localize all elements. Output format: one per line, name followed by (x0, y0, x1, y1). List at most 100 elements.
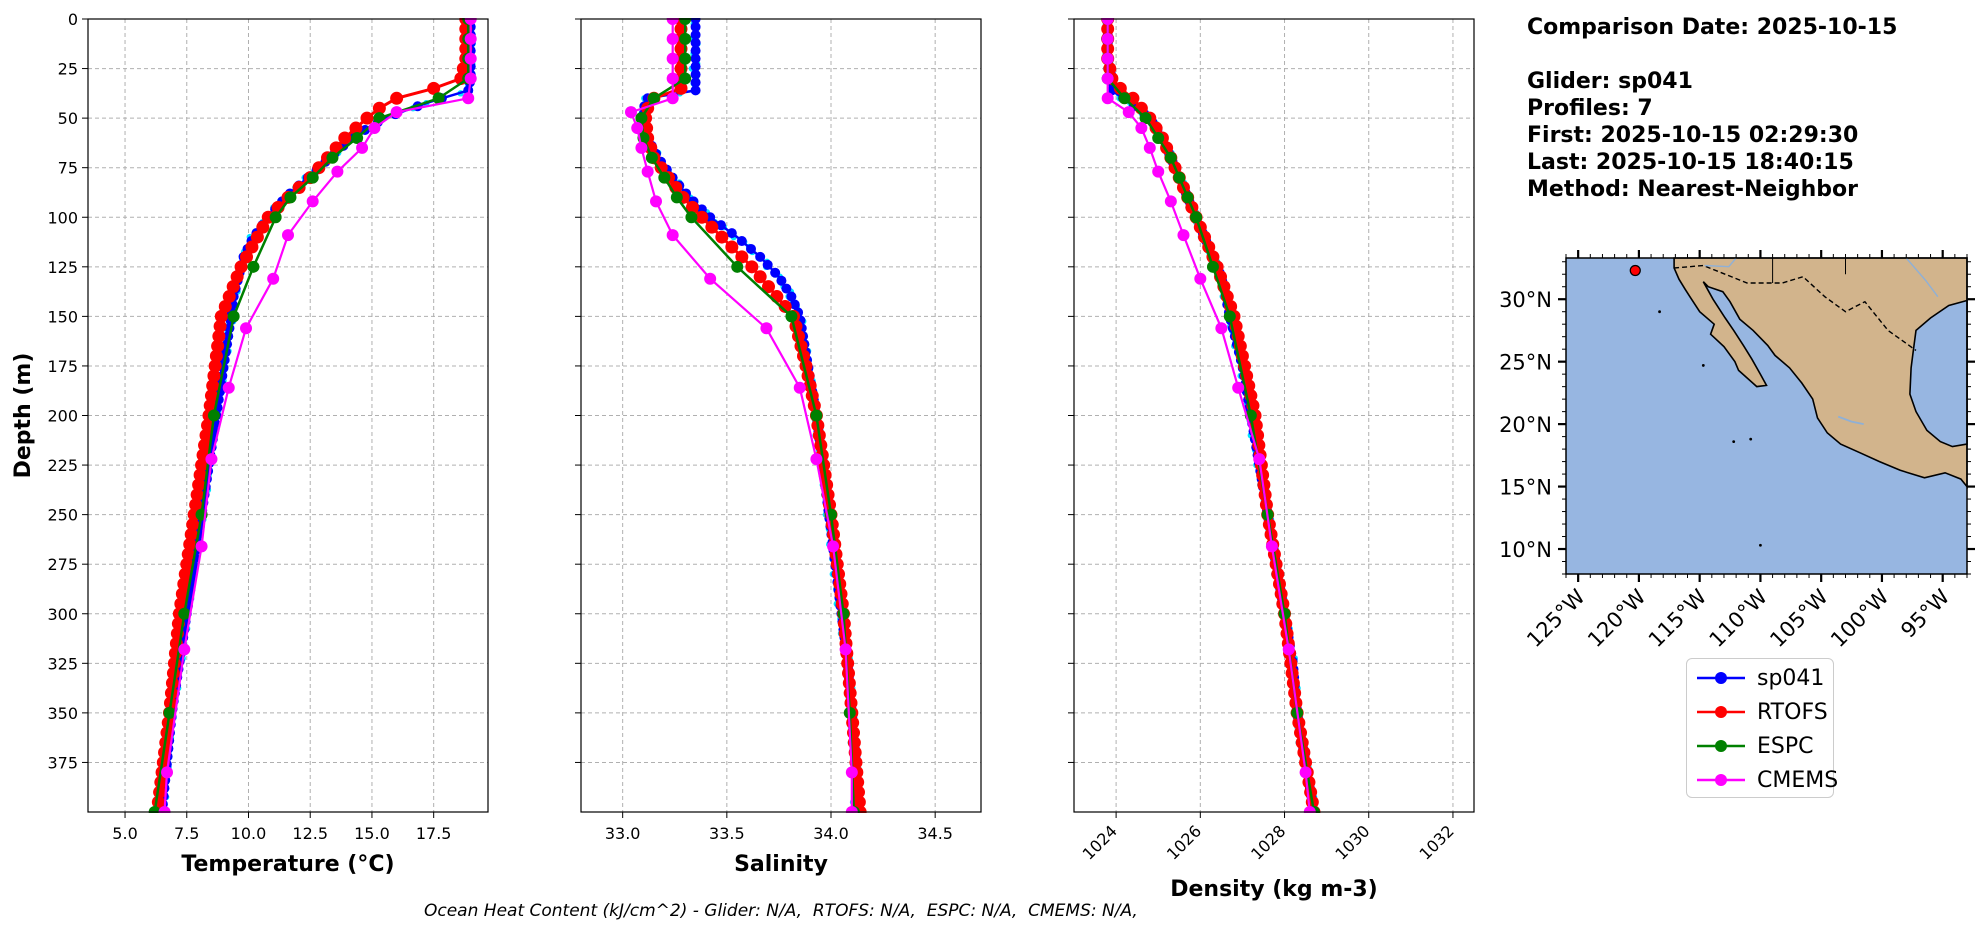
temp-xtick-label: 10.0 (231, 824, 267, 843)
sal-point-sp041 (690, 29, 701, 40)
dens-point-cmems (1253, 453, 1266, 466)
dens-point-cmems (1177, 229, 1190, 242)
map-island (1701, 364, 1705, 367)
temp-point-cmems (331, 165, 344, 178)
dens-point-espc (1181, 191, 1194, 204)
temp-point-rtofs (198, 438, 212, 452)
last-profile-time: Last: 2025-10-15 18:40:15 (1527, 150, 1854, 175)
sal-point-rtofs (762, 280, 775, 294)
sal-point-cmems (827, 540, 840, 553)
temp-point-rtofs (203, 399, 217, 413)
sal-point-sp041 (726, 228, 737, 239)
dens-point-espc (1139, 112, 1152, 125)
map-lat-label: 20°N (1499, 413, 1552, 437)
glider-position-marker (1629, 264, 1641, 277)
sal-point-cmems (760, 322, 773, 335)
temp-point-rtofs (192, 478, 206, 492)
map-lake (1837, 415, 1864, 425)
temp-point-rtofs (456, 62, 470, 76)
dens-point-cmems (1143, 141, 1156, 154)
sal-point-espc (837, 607, 850, 620)
sal-point-rtofs (695, 210, 709, 224)
legend-item-cmems: CMEMS (1695, 765, 1838, 795)
temp-point-rtofs (193, 468, 207, 482)
sal-point-sp041 (690, 61, 701, 72)
sal-point-rtofs (745, 260, 759, 274)
dens-point-cmems (1194, 272, 1207, 285)
temp-point-rtofs (209, 349, 223, 363)
temp-xtick-label: 12.5 (292, 824, 328, 843)
dens-top-mask (1044, 0, 1504, 18)
temp-point-espc (269, 211, 282, 224)
map-river (1905, 257, 1939, 298)
temp-point-espc (284, 191, 297, 204)
legend-label-espc: ESPC (1757, 733, 1814, 759)
temp-xtick-label: 7.5 (174, 824, 199, 843)
sal-point-rtofs (685, 200, 699, 214)
sal-point-sp041 (770, 267, 781, 278)
sal-xtick-label: 34.0 (813, 824, 849, 843)
sal-point-sp041 (690, 45, 701, 56)
ytick-label: 225 (47, 456, 78, 475)
map-lat-label: 25°N (1499, 351, 1552, 375)
sal-point-sp041 (690, 53, 701, 64)
sal-point-cmems (666, 52, 679, 65)
dens-point-espc (1164, 151, 1177, 164)
glider-name: Glider: sp041 (1527, 69, 1693, 94)
ytick-label: 150 (47, 307, 78, 326)
temp-point-espc (306, 171, 319, 184)
salinity-panel: 33.0 33.5 34.0 34.5 Salinity (551, 0, 1011, 877)
dens-point-espc (1223, 310, 1236, 323)
sal-point-sp041 (746, 243, 756, 254)
dens-point-rtofs (1113, 81, 1127, 95)
ytick-label: 50 (58, 109, 78, 128)
dens-point-cmems (1164, 195, 1177, 208)
sal-point-espc (647, 92, 660, 105)
temp-point-rtofs (184, 527, 198, 541)
map-lon-label: 125°W (1522, 584, 1590, 652)
sal-point-sp041 (736, 236, 747, 247)
sal-point-sp041 (786, 291, 797, 302)
temp-point-rtofs (230, 270, 244, 284)
temp-point-rtofs (177, 577, 191, 591)
map-lon-label: 105°W (1765, 584, 1833, 652)
dens-point-cmems (1101, 32, 1114, 45)
comparison-info: Comparison Date: 2025-10-15 Glider: sp04… (1527, 14, 1897, 203)
temp-point-cmems (464, 52, 477, 65)
ytick-label: 125 (47, 258, 78, 277)
legend-marker-cmems (1697, 774, 1745, 786)
legend: sp041 RTOFS ESPC CMEMS (1686, 658, 1838, 798)
map-lon-label: 115°W (1644, 584, 1712, 652)
sal-point-cmems (810, 453, 823, 466)
sal-top-mask (551, 0, 1011, 18)
temp-point-rtofs (174, 597, 188, 611)
temp-point-cmems (161, 766, 174, 779)
temp-xtick-label: 17.5 (416, 824, 452, 843)
sal-point-sp041 (690, 37, 701, 48)
sal-xtick-label: 34.5 (917, 824, 953, 843)
temp-point-rtofs (360, 111, 374, 125)
temp-point-rtofs (234, 260, 248, 274)
temp-point-espc (178, 607, 191, 620)
temp-point-rtofs (190, 488, 204, 502)
temperature-panel: 5.0 7.5 10.0 12.5 15.0 17.5 0 25 50 75 100 125 150 17… (11, 0, 518, 877)
temp-point-cmems (267, 272, 280, 285)
map-island (1759, 543, 1762, 547)
temp-point-cmems (205, 453, 218, 466)
sal-point-rtofs (674, 81, 688, 95)
temp-point-cmems (222, 381, 235, 394)
temp-point-rtofs (206, 379, 220, 393)
sal-point-sp041 (690, 85, 701, 96)
temp-point-rtofs (292, 181, 306, 195)
temp-point-rtofs (212, 329, 226, 343)
map-frame (1565, 257, 1968, 575)
dens-point-cmems (1282, 643, 1295, 656)
ytick-label: 25 (58, 60, 78, 79)
interpolation-method: Method: Nearest-Neighbor (1527, 177, 1858, 202)
ytick-label: 300 (47, 605, 78, 624)
temp-point-espc (207, 409, 220, 422)
temp-point-rtofs (195, 458, 209, 472)
sal-point-sp041 (690, 77, 701, 88)
temp-point-rtofs (245, 240, 259, 254)
